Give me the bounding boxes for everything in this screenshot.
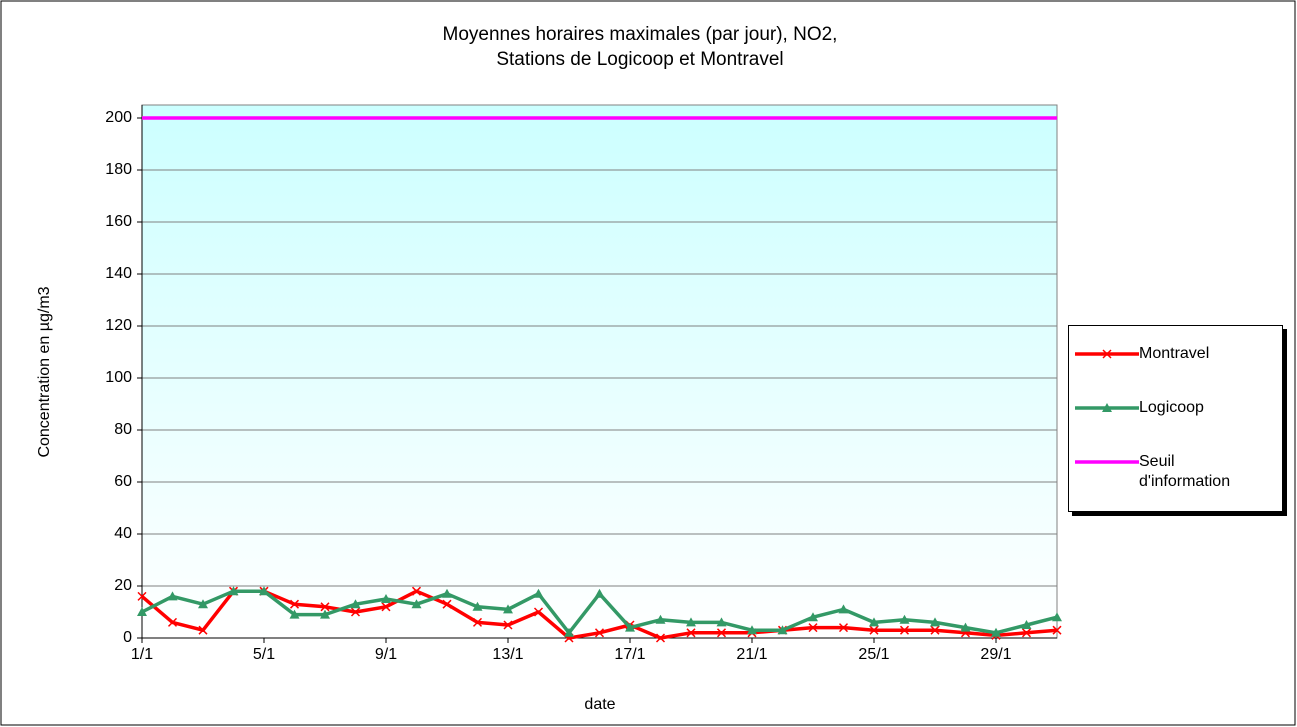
data-point <box>899 614 910 624</box>
data-point <box>472 601 483 611</box>
y-tick-label: 60 <box>114 473 132 490</box>
legend-label: Logicoop <box>1139 399 1204 416</box>
legend-label: Montravel <box>1139 345 1210 362</box>
y-tick-label: 160 <box>105 213 132 230</box>
data-point <box>991 627 1001 637</box>
y-axis-label: Concentration en µg/m3 <box>36 286 53 457</box>
data-point <box>838 604 849 614</box>
legend-swatch <box>1075 460 1139 464</box>
legend-swatch <box>1075 349 1139 359</box>
legend-item: Seuil d'information <box>1069 452 1269 492</box>
plot-area <box>141 104 1058 639</box>
data-point <box>594 628 605 638</box>
x-tick-label: 29/1 <box>980 646 1011 663</box>
data-point <box>411 599 422 609</box>
marker <box>1102 349 1112 359</box>
x-tick-label: 25/1 <box>858 646 889 663</box>
data-point <box>533 607 544 617</box>
data-point <box>564 627 574 637</box>
chart-title: Stations de Logicoop et Montravel <box>496 49 783 70</box>
data-point <box>442 599 452 609</box>
data-point <box>716 617 727 627</box>
data-point <box>625 622 635 632</box>
legend-item: Logicoop <box>1069 398 1269 418</box>
data-point <box>167 617 178 627</box>
data-point <box>167 591 178 601</box>
data-point <box>320 602 330 612</box>
data-point <box>838 623 849 633</box>
data-point <box>320 609 330 619</box>
data-point <box>930 617 940 627</box>
data-point <box>350 607 361 617</box>
data-point <box>381 602 391 612</box>
data-point <box>198 599 208 609</box>
data-point <box>137 591 147 601</box>
x-tick-label: 1/1 <box>131 646 153 663</box>
y-tick-label: 20 <box>114 577 132 594</box>
legend-swatch <box>1075 403 1139 412</box>
data-point <box>228 586 239 596</box>
x-tick-label: 5/1 <box>253 646 275 663</box>
legend-label: Seuil d'information <box>1139 453 1231 490</box>
data-point <box>899 625 910 635</box>
y-tick-label: 140 <box>105 265 132 282</box>
data-point <box>350 599 361 609</box>
y-tick-label: 200 <box>105 109 132 126</box>
data-point <box>533 588 544 598</box>
data-point <box>594 588 605 598</box>
x-tick-label: 17/1 <box>614 646 645 663</box>
data-point <box>960 622 971 632</box>
data-point <box>1052 625 1062 635</box>
data-point <box>503 604 513 614</box>
data-point <box>259 586 269 596</box>
y-tick-label: 0 <box>123 629 132 646</box>
y-tick-label: 120 <box>105 317 132 334</box>
data-point <box>1021 628 1032 638</box>
data-point <box>472 617 483 627</box>
y-tick-label: 40 <box>114 525 132 542</box>
data-point <box>716 628 727 638</box>
legend-item: Montravel <box>1069 344 1269 364</box>
data-point <box>198 625 208 635</box>
data-point <box>655 633 666 643</box>
data-point <box>1021 620 1032 629</box>
data-point <box>869 617 879 627</box>
data-point <box>655 614 666 624</box>
y-tick-label: 180 <box>105 161 132 178</box>
chart-title: Moyennes horaires maximales (par jour), … <box>443 24 838 45</box>
y-tick-label: 80 <box>114 421 132 438</box>
data-point <box>503 620 513 630</box>
legend: Montravel Logicoop Seuil d'information <box>1068 325 1283 512</box>
data-point <box>1052 612 1062 622</box>
marker <box>1102 403 1112 412</box>
data-point <box>411 586 422 596</box>
data-point <box>686 617 696 627</box>
data-point <box>289 609 300 619</box>
data-point <box>137 607 147 616</box>
data-point <box>381 594 391 603</box>
x-tick-label: 9/1 <box>375 646 397 663</box>
data-point <box>289 599 300 609</box>
data-point <box>777 625 788 635</box>
data-point <box>808 612 818 622</box>
data-point <box>747 625 757 635</box>
data-point <box>808 623 818 633</box>
x-tick-label: 21/1 <box>736 646 767 663</box>
data-point <box>686 628 696 638</box>
y-tick-label: 100 <box>105 369 132 386</box>
x-tick-label: 13/1 <box>492 646 523 663</box>
x-axis-label: date <box>584 696 615 713</box>
data-point <box>869 625 879 635</box>
data-point <box>442 588 452 598</box>
data-point <box>930 625 940 635</box>
